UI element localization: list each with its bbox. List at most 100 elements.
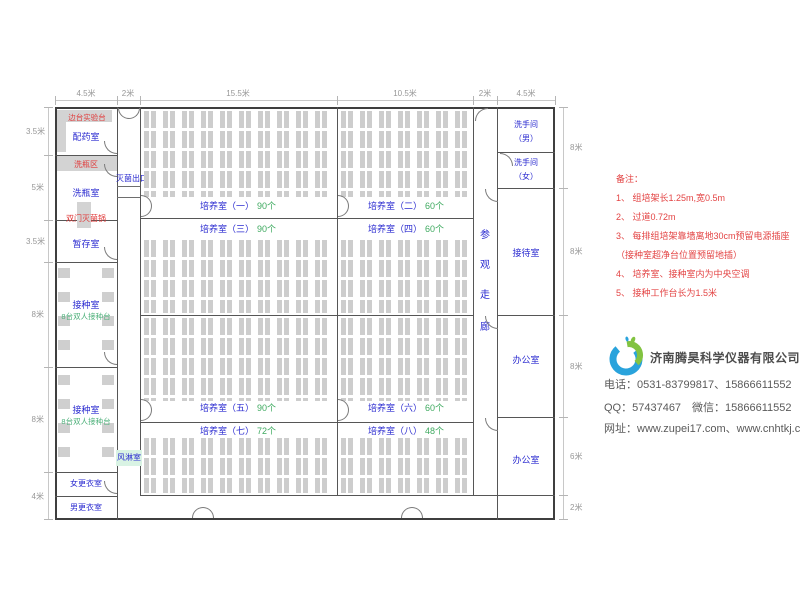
room-label-dispensing: 配药室 <box>72 132 100 142</box>
culture-name: 培养室（七） <box>199 426 254 436</box>
dim-label-right: 6米 <box>570 452 583 461</box>
dim-tick <box>44 155 53 156</box>
room-label-storage: 暂存室 <box>72 239 100 249</box>
wall-culture-row <box>140 218 473 219</box>
notes-title: 备注： <box>616 174 644 184</box>
room-label-female-dressing: 女更衣室 <box>70 479 102 488</box>
wall-leftwing <box>55 262 117 263</box>
dim-tick <box>559 519 568 520</box>
dim-tick <box>117 96 118 105</box>
room-label-wc-male-2: （男） <box>514 134 538 143</box>
room-label-wc-female-2: （女） <box>514 172 538 181</box>
company-logo: TH <box>609 336 643 376</box>
wall-culture-center <box>337 107 338 495</box>
company-name: 济南腾昊科学仪器有限公司 <box>650 351 800 365</box>
dim-label-right: 2米 <box>570 503 583 512</box>
dim-label-left: 8米 <box>31 310 44 319</box>
dim-label-left: 8米 <box>31 415 44 424</box>
dim-tick <box>559 107 568 108</box>
note-item: 5、 接种工作台长为1.5米 <box>616 288 718 298</box>
culture-racks <box>341 318 470 401</box>
culture-racks <box>341 111 470 197</box>
dim-tick <box>44 472 53 473</box>
wall-rightwing <box>497 188 555 189</box>
clean-bench-strip <box>58 268 70 362</box>
room-label-wc-female: 洗手间 <box>514 158 538 167</box>
room-label-culture-8: 培养室（八） 48个 <box>368 424 444 437</box>
wall-gallery-east <box>497 107 498 520</box>
wall-culture-west <box>140 107 141 495</box>
culture-count: 90个 <box>257 403 277 413</box>
dim-tick <box>559 188 568 189</box>
dim-tick <box>473 96 474 105</box>
room-label-culture-2: 培养室（二） 60个 <box>368 199 444 212</box>
side-bench <box>62 110 112 122</box>
wall-rightwing <box>497 315 555 316</box>
sterilizer-label: 双门灭菌锅 <box>66 214 106 223</box>
wall-culture-row <box>140 422 473 423</box>
room-label-office-2: 办公室 <box>512 455 540 465</box>
inoculation-benches-note: 8台双人接种台 <box>61 417 111 426</box>
dim-label-top: 10.5米 <box>393 89 417 98</box>
dim-label-left: 3.5米 <box>26 127 46 136</box>
dim-label-right: 8米 <box>570 247 583 256</box>
sterile-exit-passage <box>117 186 140 198</box>
dim-label-top: 2米 <box>121 89 135 98</box>
notes-block: 备注： 1、 组培架长1.25m,宽0.5m 2、 过道0.72m 3、 每排组… <box>616 170 800 303</box>
culture-racks <box>144 111 333 197</box>
clean-bench-strip <box>102 375 114 467</box>
wall-rightwing <box>497 152 555 153</box>
culture-count: 60个 <box>425 403 445 413</box>
culture-name: 培养室（二） <box>367 201 422 211</box>
culture-name: 培养室（八） <box>367 426 422 436</box>
note-item: 2、 过道0.72m <box>616 212 676 222</box>
dim-tick <box>44 367 53 368</box>
wash-area-bench <box>57 156 117 171</box>
dim-label-top: 4.5米 <box>76 89 96 98</box>
dim-tick <box>559 495 568 496</box>
dim-label-left: 5米 <box>31 183 44 192</box>
culture-count: 60个 <box>425 201 445 211</box>
room-label-culture-1: 培养室（一） 90个 <box>200 199 276 212</box>
room-label-reception: 接待室 <box>512 248 540 258</box>
culture-racks <box>341 240 470 313</box>
culture-racks <box>341 438 470 493</box>
side-bench <box>57 110 66 152</box>
dim-line-left <box>48 107 49 520</box>
dim-label-right: 8米 <box>570 143 583 152</box>
culture-count: 72个 <box>257 426 277 436</box>
dim-tick <box>140 96 141 105</box>
room-label-office-1: 办公室 <box>512 355 540 365</box>
dim-line-right <box>563 107 564 520</box>
gallery-char: 参 <box>480 230 490 241</box>
sterile-exit-label: 灭菌出口 <box>116 174 148 183</box>
clean-bench-strip <box>58 375 70 467</box>
wall-leftwing <box>55 472 117 473</box>
company-phone: 电话：0531-83799817、15866611552 <box>604 379 792 391</box>
wall-culture-row <box>140 315 473 316</box>
dim-label-left: 3.5米 <box>26 237 46 246</box>
dim-tick <box>497 96 498 105</box>
culture-count: 90个 <box>257 224 277 234</box>
dim-label-right: 8米 <box>570 362 583 371</box>
wall-leftwing <box>55 155 117 156</box>
logo-letters: TH <box>619 355 632 366</box>
inoculation-benches-note: 8台双人接种台 <box>61 312 111 321</box>
dim-label-left: 4米 <box>31 492 44 501</box>
wall-leftwing <box>55 367 117 368</box>
culture-name: 培养室（五） <box>199 403 254 413</box>
note-item: 1、 组培架长1.25m,宽0.5m <box>616 193 726 203</box>
dim-tick <box>337 96 338 105</box>
dim-tick <box>559 417 568 418</box>
culture-name: 培养室（四） <box>367 224 422 234</box>
note-item: 4、 培养室、接种室内为中央空调 <box>616 269 750 279</box>
outer-wall <box>55 107 555 520</box>
culture-count: 60个 <box>425 224 445 234</box>
note-item: （接种室超净台位置预留地插） <box>616 250 743 260</box>
dim-tick <box>44 107 53 108</box>
company-website: 网址：www.zupei17.com、www.cnhtkj.com <box>604 423 800 435</box>
room-label-inoculation-1: 接种室 <box>72 300 100 310</box>
wall-culture-east <box>473 107 474 495</box>
gallery-char: 观 <box>480 260 490 271</box>
